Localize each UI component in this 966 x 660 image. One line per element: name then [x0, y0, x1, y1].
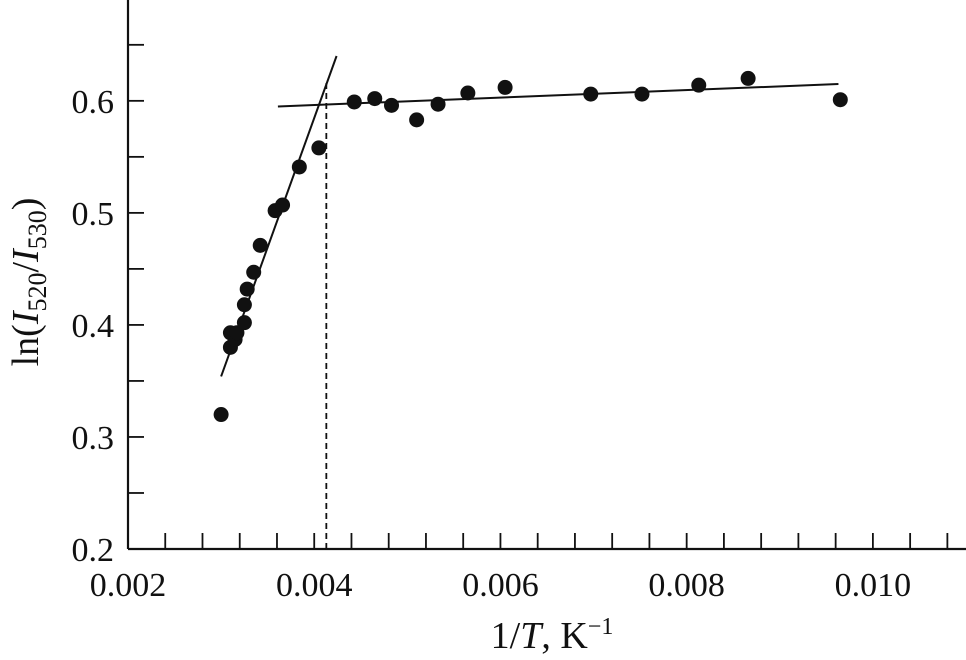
data-point [246, 264, 262, 280]
y-tick-label: 0.2 [72, 532, 115, 569]
y-tick-label: 0.3 [72, 420, 115, 457]
data-point [832, 92, 848, 108]
data-point [275, 197, 291, 213]
data-point [740, 70, 756, 86]
y-tick-label: 0.6 [72, 84, 115, 121]
data-point [384, 97, 400, 113]
tick-labels: 0.002 0.004 0.006 0.008 0.010 0.2 0.3 0.4 0.5 0.6 [72, 84, 912, 604]
fit-lines [220, 55, 839, 549]
x-tick-label: 0.010 [835, 567, 912, 604]
data-point [213, 407, 229, 423]
y-axis-title: ln(I520/I530) [5, 198, 52, 367]
axes [126, 0, 966, 551]
x-tick-label: 0.004 [276, 567, 353, 604]
data-point [634, 86, 650, 102]
fit-line [277, 83, 839, 108]
data-point [252, 237, 268, 253]
x-tick-label: 0.006 [462, 567, 539, 604]
x-tick-label: 0.008 [648, 567, 725, 604]
x-tick-label: 0.002 [90, 567, 167, 604]
data-point [409, 112, 425, 128]
data-point [497, 79, 513, 95]
x-axis-title: 1/T, K−1 [491, 614, 614, 657]
data-point [430, 96, 446, 112]
data-point [583, 86, 599, 102]
data-points [213, 70, 848, 423]
data-point [367, 91, 383, 107]
data-point [460, 85, 476, 101]
data-point [236, 297, 252, 313]
data-point [236, 315, 252, 331]
ticks [127, 43, 949, 550]
data-point [239, 281, 255, 297]
data-point [346, 94, 362, 110]
data-point [691, 77, 707, 93]
y-tick-label: 0.4 [72, 308, 115, 345]
y-tick-label: 0.5 [72, 196, 115, 233]
data-point [311, 140, 327, 156]
data-point [291, 159, 307, 175]
